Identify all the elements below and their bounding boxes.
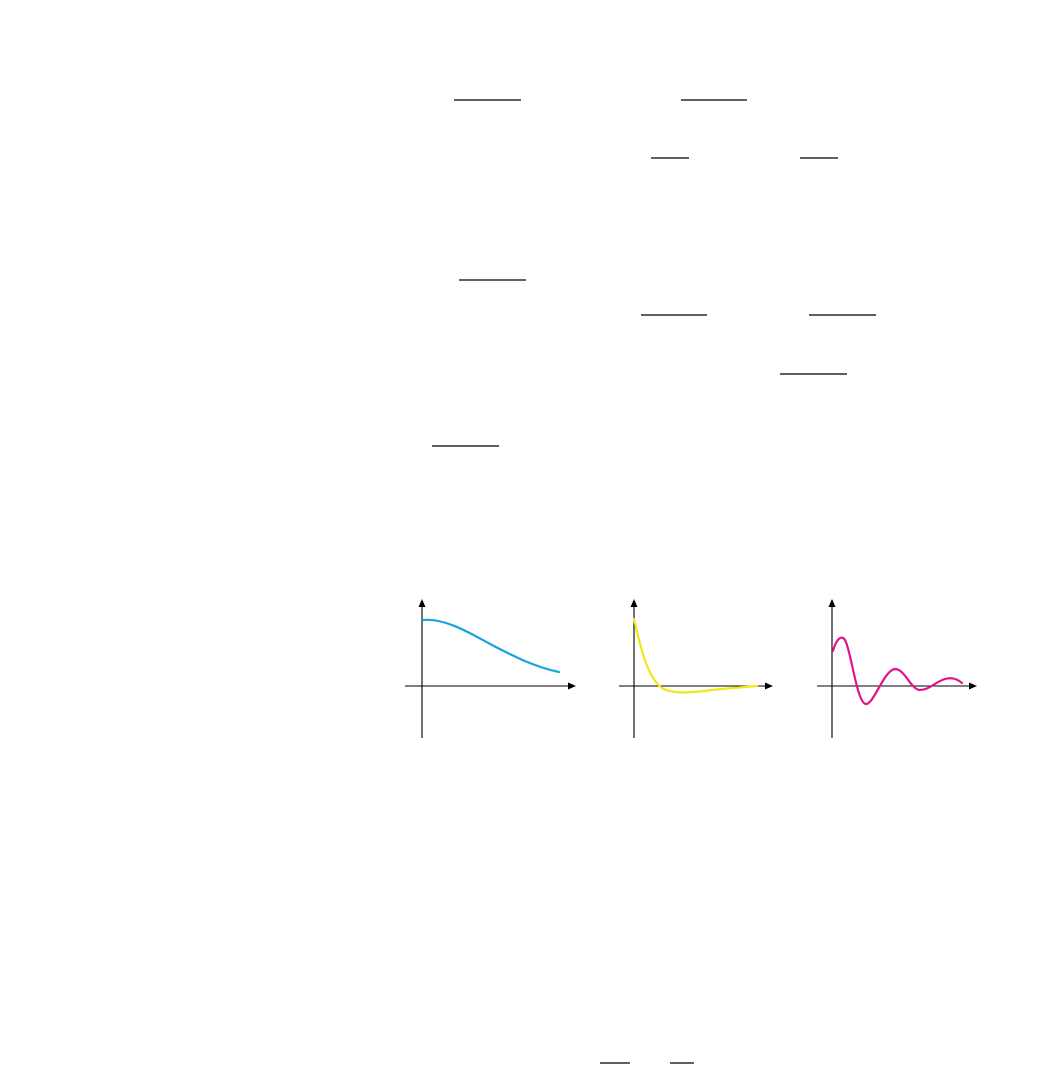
damped-curve [632,617,759,694]
fraction-bars [432,99,876,1064]
y-axis-arrow [828,599,836,607]
graph-panel-critically-damped [619,599,773,738]
decay-curve [421,618,561,674]
x-axis-arrow [969,682,977,690]
x-axis-arrow [568,682,576,690]
y-axis-arrow [630,599,638,607]
oscillation-curve [831,636,964,706]
graph-panel-underdamped [817,599,977,738]
x-axis-arrow [765,682,773,690]
y-axis-arrow [418,599,426,607]
graph-panel-overdamped [405,599,576,738]
